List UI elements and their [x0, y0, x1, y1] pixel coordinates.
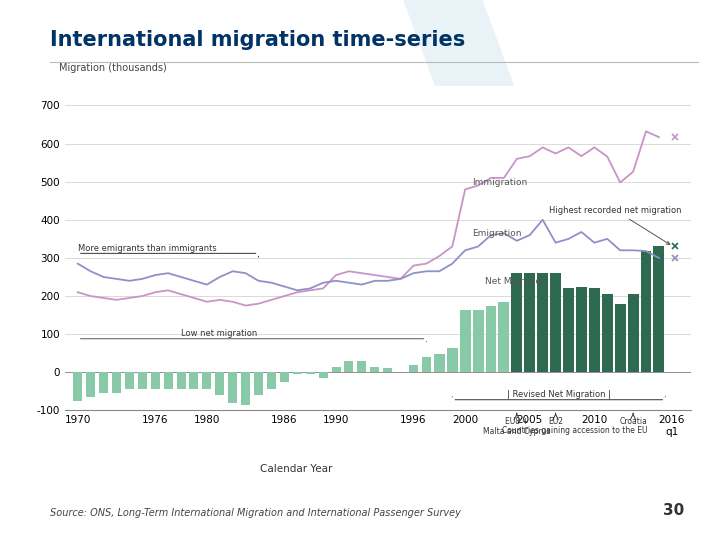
Text: Source: ONS, Long-Term International Migration and International Passenger Surve: Source: ONS, Long-Term International Mig… — [50, 508, 462, 518]
Bar — [306, 372, 315, 374]
Bar — [99, 372, 108, 393]
Bar — [550, 273, 561, 372]
Bar — [383, 368, 392, 372]
Bar — [641, 251, 652, 372]
Bar — [434, 354, 445, 372]
Text: Emigration: Emigration — [472, 229, 521, 238]
Bar — [447, 348, 458, 372]
Bar — [344, 361, 354, 372]
Bar — [498, 302, 510, 372]
Bar — [318, 372, 328, 378]
Bar — [422, 357, 431, 372]
Bar — [228, 372, 237, 403]
Bar — [254, 372, 263, 395]
Text: Low net migration: Low net migration — [181, 329, 257, 338]
Bar — [331, 367, 341, 372]
Bar — [654, 246, 665, 372]
Bar — [163, 372, 173, 389]
Bar — [409, 364, 418, 372]
Bar — [472, 310, 484, 372]
Text: Immigration: Immigration — [472, 178, 527, 187]
Bar — [563, 288, 574, 372]
Bar — [357, 361, 366, 372]
Bar — [511, 273, 522, 372]
Text: Croatia: Croatia — [619, 417, 647, 426]
Bar — [267, 372, 276, 389]
Bar — [280, 372, 289, 382]
Bar — [150, 372, 160, 389]
Text: EU2: EU2 — [548, 417, 563, 426]
Bar — [202, 372, 212, 389]
Bar — [189, 372, 199, 389]
Bar — [459, 310, 471, 372]
Bar — [176, 372, 186, 389]
Bar — [215, 372, 225, 395]
Text: Net Migration: Net Migration — [485, 277, 546, 286]
Bar — [576, 287, 587, 372]
Bar — [524, 273, 535, 372]
Text: More emigrants than immigrants: More emigrants than immigrants — [78, 244, 217, 253]
Text: EU8 +
Malta and Cyprus: EU8 + Malta and Cyprus — [483, 417, 551, 436]
Text: Calendar Year: Calendar Year — [261, 464, 333, 474]
Text: Highest recorded net migration: Highest recorded net migration — [549, 206, 682, 245]
Text: | Revised Net Migration |: | Revised Net Migration | — [507, 390, 611, 400]
Bar — [537, 273, 548, 372]
Bar — [125, 372, 134, 389]
Bar — [86, 372, 95, 397]
Bar — [138, 372, 147, 389]
Text: International migration time-series: International migration time-series — [50, 30, 466, 50]
Bar — [602, 294, 613, 372]
Text: 30: 30 — [662, 503, 684, 518]
Bar — [241, 372, 250, 404]
Bar — [615, 305, 626, 372]
Bar — [112, 372, 121, 393]
Bar — [485, 306, 497, 372]
Text: Countries gaining accession to the EU: Countries gaining accession to the EU — [503, 426, 648, 435]
Text: Migration (thousands): Migration (thousands) — [58, 63, 166, 73]
Bar — [589, 288, 600, 372]
Bar — [628, 294, 639, 372]
Bar — [73, 372, 82, 401]
Bar — [293, 372, 302, 374]
Bar — [370, 367, 379, 372]
